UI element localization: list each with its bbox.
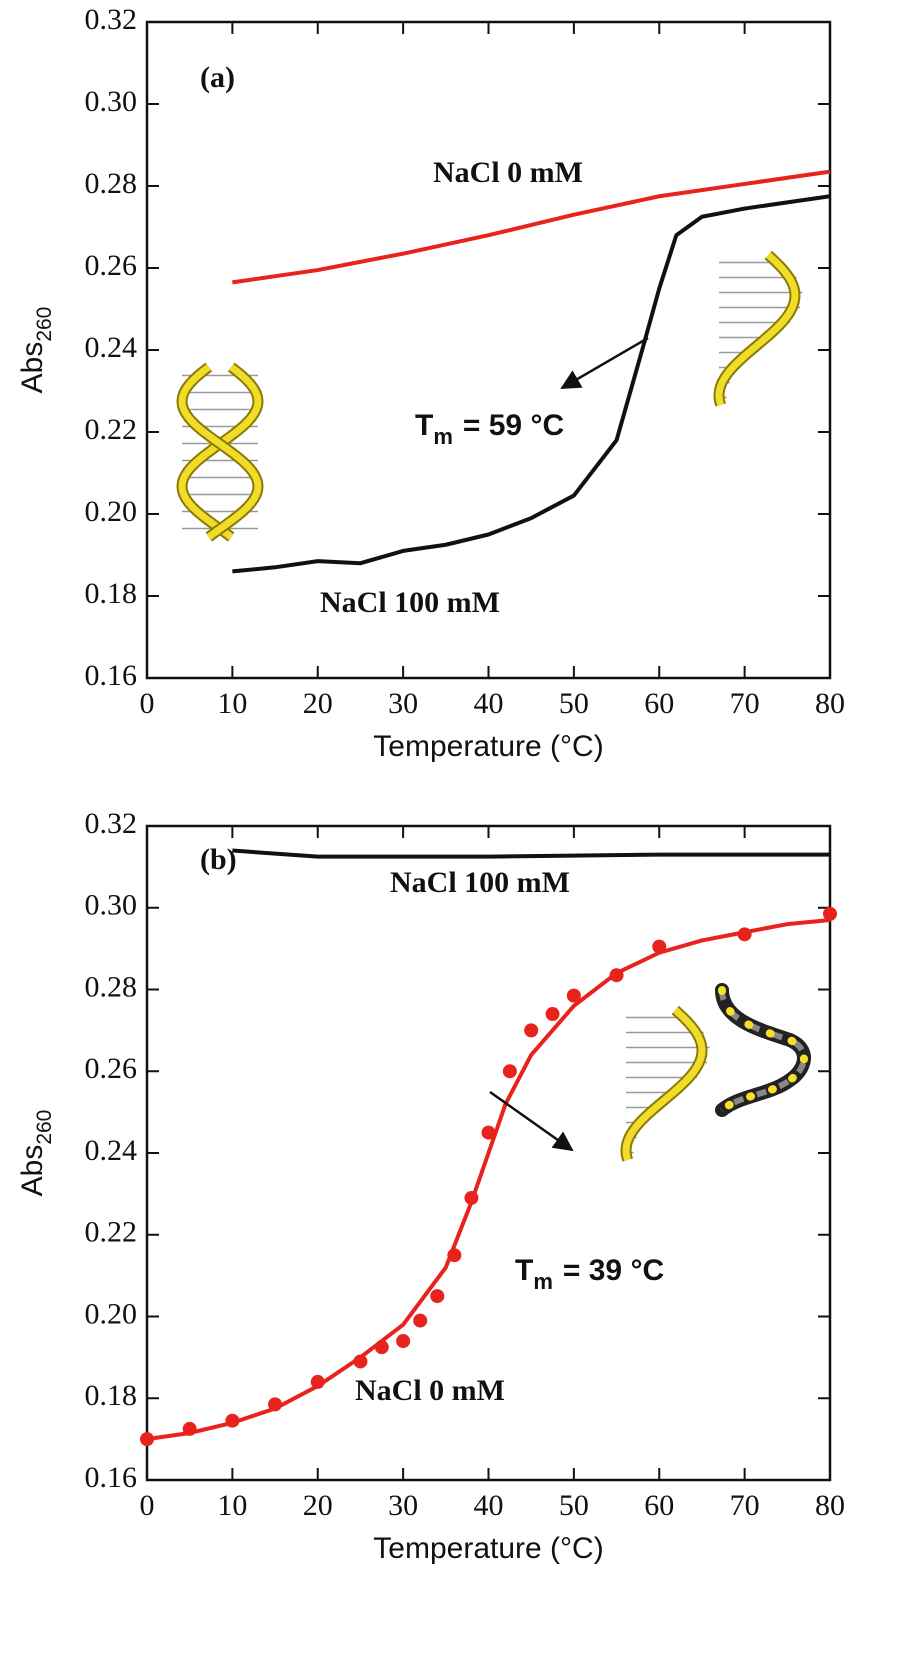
panel: 0.16 0.18 0.20 0.22 0.24 0.26 0.28 0.30 0.32 0 10 2… (16, 3, 845, 763)
x-tick-label: 20 (303, 687, 333, 720)
helix-strand (178, 364, 262, 540)
x-tick-label: 40 (474, 1489, 504, 1522)
x-tick-label: 60 (644, 687, 674, 720)
panel-label: (a) (200, 61, 235, 94)
y-tick-label: 0.26 (85, 249, 138, 282)
y-tick-label: 0.22 (85, 413, 138, 446)
helix-strand (178, 364, 262, 540)
y-axis-title-main: Abs (16, 342, 49, 394)
data-point (374, 1340, 389, 1355)
panel-label: (b) (200, 843, 237, 876)
x-tick-label: 50 (559, 1489, 589, 1522)
helix-strand (715, 252, 799, 406)
y-tick-label: 0.30 (85, 889, 138, 922)
data-point (268, 1397, 283, 1412)
y-tick-label: 0.32 (85, 807, 138, 840)
y-tick-label: 0.30 (85, 85, 138, 118)
y-tick-label: 0.22 (85, 1216, 138, 1249)
x-tick-label: 80 (815, 687, 845, 720)
x-axis-title: Temperature (°C) (373, 730, 603, 763)
y-tick-label: 0.20 (85, 495, 138, 528)
data-point (566, 988, 581, 1003)
tm-value: = 59 °C (463, 409, 564, 442)
y-tick-label: 0.24 (85, 1134, 138, 1167)
series-line (232, 169, 831, 285)
data-point (545, 1007, 560, 1022)
annotation-arrow (489, 1090, 574, 1152)
tm-annotation: Tm = 59 °C (415, 409, 564, 449)
y-axis-title-main: Abs (16, 1145, 49, 1197)
y-tick-label: 0.16 (85, 659, 138, 692)
data-point (430, 1289, 445, 1304)
data-point (823, 906, 837, 921)
x-tick-label: 80 (815, 1489, 845, 1522)
y-tick-label: 0.32 (85, 3, 138, 36)
data-point (310, 1374, 325, 1389)
data-point (353, 1354, 368, 1369)
x-tick-label: 0 (140, 1489, 155, 1522)
x-tick-label: 40 (474, 687, 504, 720)
x-tick-label: 70 (730, 687, 760, 720)
tm-symbol: T (415, 409, 433, 442)
data-point (652, 939, 667, 954)
y-tick-label: 0.24 (85, 331, 138, 364)
helix-strand (622, 1007, 706, 1161)
tm-subscript: m (533, 1269, 553, 1294)
data-point (737, 927, 752, 942)
plot-frame (145, 20, 832, 680)
data-point (524, 1023, 539, 1038)
tm-symbol: T (515, 1254, 533, 1287)
data-point (413, 1313, 428, 1328)
x-tick-label: 10 (217, 687, 247, 720)
x-tick-label: 50 (559, 687, 589, 720)
x-axis-title: Temperature (°C) (373, 1532, 603, 1565)
y-axis-title: Abs260 (16, 307, 56, 394)
data-point (481, 1125, 496, 1140)
x-tick-label: 30 (388, 687, 418, 720)
y-tick-label: 0.18 (85, 577, 138, 610)
data-point (225, 1413, 240, 1428)
x-tick-label: 10 (217, 1489, 247, 1522)
x-tick-label: 70 (730, 1489, 760, 1522)
annotation-arrow (560, 336, 649, 390)
data-point (609, 968, 624, 983)
x-tick-label: 30 (388, 1489, 418, 1522)
x-tick-label: 20 (303, 1489, 333, 1522)
series-label: NaCl 0 mM (433, 156, 583, 189)
y-tick-label: 0.28 (85, 167, 138, 200)
plot-frame (145, 824, 832, 1482)
data-point (464, 1190, 479, 1205)
y-tick-label: 0.26 (85, 1052, 138, 1085)
series-label: NaCl 100 mM (320, 586, 500, 619)
y-tick-label: 0.16 (85, 1461, 138, 1494)
series-label: NaCl 0 mM (355, 1374, 505, 1407)
y-axis-title: Abs260 (16, 1110, 56, 1197)
tm-annotation: Tm = 39 °C (515, 1254, 664, 1294)
panel: 0.16 0.18 0.20 0.22 0.24 0.26 0.28 0.30 0.32 0 10 2… (16, 807, 845, 1565)
series-line (232, 194, 831, 574)
data-point (396, 1334, 411, 1349)
series-label: NaCl 100 mM (390, 866, 570, 899)
y-tick-label: 0.20 (85, 1297, 138, 1330)
data-point (447, 1248, 462, 1263)
series-line (232, 848, 830, 859)
x-tick-label: 0 (140, 687, 155, 720)
y-axis-title-sub: 260 (33, 1110, 56, 1145)
data-point (502, 1064, 517, 1079)
polymer (715, 983, 811, 1117)
data-point (140, 1432, 154, 1447)
tm-subscript: m (433, 424, 453, 449)
y-axis-title-sub: 260 (33, 307, 56, 342)
y-tick-label: 0.18 (85, 1379, 138, 1412)
y-tick-label: 0.28 (85, 970, 138, 1003)
tm-value: = 39 °C (563, 1254, 664, 1287)
x-tick-label: 60 (644, 1489, 674, 1522)
data-point (182, 1421, 197, 1436)
